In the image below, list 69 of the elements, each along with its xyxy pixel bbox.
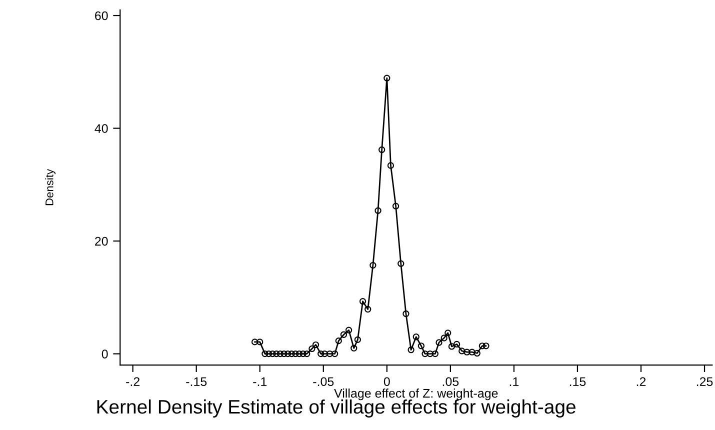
point bbox=[387, 162, 394, 169]
point bbox=[354, 336, 362, 344]
point bbox=[468, 348, 476, 356]
point bbox=[374, 207, 382, 214]
point bbox=[364, 306, 372, 313]
point bbox=[326, 350, 334, 358]
point bbox=[402, 310, 410, 318]
x-tick-label: -.1 bbox=[253, 377, 267, 386]
x-tick-label: .2 bbox=[636, 377, 646, 386]
point bbox=[453, 340, 460, 348]
point bbox=[448, 343, 456, 350]
x-tick-label: -.15 bbox=[186, 377, 207, 386]
point bbox=[296, 350, 303, 358]
point bbox=[304, 350, 310, 358]
point bbox=[300, 350, 306, 358]
point bbox=[432, 350, 439, 358]
point bbox=[318, 350, 324, 358]
x-tick-label: .25 bbox=[696, 377, 713, 386]
point bbox=[436, 339, 442, 346]
point bbox=[350, 344, 358, 352]
point bbox=[288, 350, 295, 358]
y-tick-label: 60 bbox=[95, 11, 108, 20]
point bbox=[359, 298, 366, 305]
point bbox=[280, 350, 288, 358]
point bbox=[478, 342, 486, 350]
point bbox=[284, 350, 292, 358]
point bbox=[251, 338, 258, 346]
point bbox=[412, 334, 420, 340]
point bbox=[331, 350, 338, 358]
y-tick-label: 40 bbox=[94, 124, 108, 133]
x-axis-title: Village effect of Z: weight-age bbox=[334, 388, 498, 400]
text: Kernel Density Estimate of village effects for weight-age bbox=[97, 399, 576, 418]
point bbox=[418, 342, 425, 350]
point bbox=[292, 350, 299, 358]
point bbox=[482, 342, 490, 350]
point bbox=[422, 350, 428, 358]
point bbox=[408, 346, 414, 354]
point bbox=[345, 326, 352, 334]
point bbox=[426, 350, 434, 358]
point bbox=[276, 350, 284, 358]
point bbox=[308, 345, 316, 352]
point bbox=[392, 202, 400, 210]
point bbox=[265, 350, 272, 358]
y-tick-label: 0 bbox=[102, 350, 108, 358]
point bbox=[321, 350, 328, 358]
y-tick-label: 20 bbox=[95, 236, 108, 246]
point bbox=[398, 260, 404, 267]
point bbox=[464, 348, 470, 356]
point bbox=[378, 146, 386, 154]
point bbox=[312, 341, 320, 348]
x-tick-label: -.05 bbox=[313, 377, 334, 386]
point bbox=[335, 337, 342, 344]
point bbox=[340, 331, 348, 338]
point bbox=[269, 350, 276, 358]
point bbox=[273, 350, 280, 358]
point bbox=[256, 338, 264, 346]
y-axis-title: Density bbox=[45, 168, 56, 206]
x-tick-label: .15 bbox=[570, 377, 586, 386]
x-tick-label: .05 bbox=[442, 377, 459, 386]
point bbox=[444, 330, 452, 336]
point bbox=[440, 334, 448, 342]
point bbox=[458, 348, 466, 354]
x-tick-label: .1 bbox=[510, 377, 519, 386]
point bbox=[262, 350, 268, 358]
point bbox=[370, 262, 376, 269]
point bbox=[474, 350, 480, 357]
point bbox=[384, 74, 390, 82]
x-tick-label: 0 bbox=[384, 377, 390, 386]
x-tick-label: -.2 bbox=[126, 377, 140, 386]
